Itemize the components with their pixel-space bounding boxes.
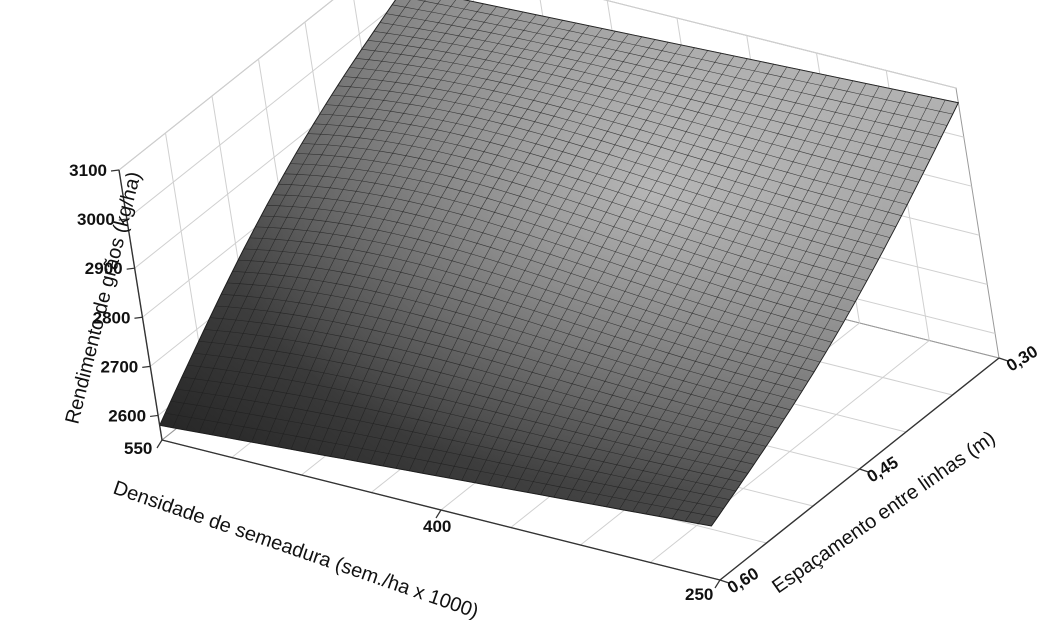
surface-highlight (159, 0, 959, 526)
mesh-line-spacing (698, 99, 946, 524)
z-axis-ticks: 2600 2700 2800 2900 3000 3100 (69, 161, 159, 425)
z-tick-mark (134, 316, 143, 319)
y-axis-label: Espaçamento entre linhas (m) (768, 427, 999, 598)
x-tick-mark (435, 509, 442, 519)
z-tick-label: 2600 (108, 406, 146, 425)
x-axis-label: Densidade de semeadura (sem./ha x 1000) (110, 477, 481, 620)
y-tick-mark (998, 357, 1009, 362)
z-tick-mark (126, 267, 135, 270)
z-tick-mark (142, 365, 151, 368)
mesh-line-density (416, 0, 953, 115)
x-tick-mark (156, 439, 163, 449)
y-tick-mark (859, 468, 869, 473)
mesh-line-density (385, 13, 942, 138)
mesh-line-density (367, 40, 925, 172)
z-axis-line (118, 169, 163, 441)
z-axis-label: Rendimento de grãos (kg/ha) (62, 170, 146, 427)
x-tick-label: 250 (685, 585, 713, 604)
mesh-line-spacing (684, 97, 933, 522)
mesh-line-spacing (671, 94, 920, 519)
mesh-line-spacing (645, 88, 893, 515)
y-tick-mark (719, 579, 730, 584)
mesh-line-spacing (632, 86, 880, 512)
z-tick-label: 2900 (85, 259, 123, 278)
z-tick-label: 2800 (93, 308, 131, 327)
x-axis-ticks: 550 400 250 (124, 439, 721, 604)
y-tick-label: 0,60 (724, 564, 762, 598)
mesh-line-density (392, 4, 948, 126)
z-tick-mark (110, 169, 120, 172)
z-tick-label: 2700 (100, 357, 138, 376)
y-tick-label: 0,30 (1003, 342, 1041, 376)
z-tick-label: 3000 (77, 210, 115, 229)
mesh-line-density (373, 31, 931, 160)
mesh-line-density (361, 48, 919, 183)
x-tick-mark (714, 579, 721, 589)
y-tick-label: 0,45 (864, 453, 902, 487)
z-tick-mark (118, 218, 127, 221)
z-tick-label: 3100 (69, 161, 107, 180)
z-tick-mark (150, 414, 159, 418)
response-surface (158, 0, 960, 527)
mesh-line-density (463, 0, 959, 103)
x-tick-label: 550 (124, 439, 152, 458)
x-tick-label: 400 (423, 517, 451, 536)
mesh-line-density (379, 22, 936, 149)
mesh-line-spacing (711, 102, 959, 527)
mesh-line-spacing (658, 91, 906, 517)
